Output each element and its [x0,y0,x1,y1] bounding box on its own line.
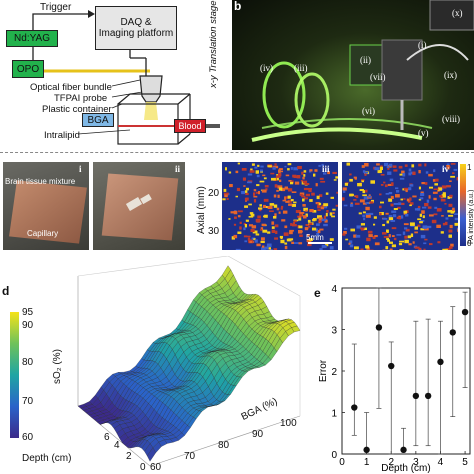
data-point [351,404,358,411]
probe-label: TFPAI probe [54,93,108,104]
label-ix: (ix) [444,70,457,80]
axial-tick-20: 20 [208,188,220,199]
syringe-icon [206,124,220,128]
pa-cbar-bottom: 0 [467,239,472,248]
cbar-tick-60: 60 [22,432,34,443]
x-tick-label: 5 [462,457,468,468]
label-i: (i) [418,40,427,50]
label-vii: (vii) [370,72,386,82]
speckle-iv [342,162,458,250]
ytick-70: 70 [184,451,196,462]
schematic-lines [32,10,192,145]
panel-c: i Brain tissue mixture Capillary ii Axia… [0,150,474,252]
panel-b-letter: b [234,0,242,13]
daq-box: DAQ & Imaging platform [95,6,177,50]
setup-drawing [251,0,474,142]
panel-d-letter: d [2,284,10,298]
bga-box: BGA [82,113,114,127]
opo-box: OPO [12,60,44,78]
intralipid-label: Intralipid [44,130,80,141]
xtick-0: 0 [140,462,146,473]
pa-iii-label: iii [322,164,330,174]
panel-b-photo: b (i) (ii) (iii) (iv) (v) (vi) (vii) (vi… [232,0,474,150]
pa-cbar-top: 1 [467,163,472,172]
panel-a: Nd:YAG Trigger OPO DAQ & Imaging platfor… [0,0,228,150]
daq-line2: Imaging platform [98,28,174,39]
cbar-tick-80: 80 [22,357,34,368]
pa-image-iv: iv [342,162,458,250]
ytick-100: 100 [280,418,297,429]
data-point [363,446,370,454]
x-axis-label: Depth (cm) [381,463,430,474]
xtick-6: 6 [104,432,110,443]
cbar-tick-90: 90 [22,320,34,331]
xlabel: Depth (cm) [22,453,72,464]
panel-e-letter: e [314,286,321,300]
photo-ii: ii [93,162,185,250]
stage-label: x-y Translation stage [208,0,219,88]
axial-label: Axial (mm) [196,186,207,234]
data-point [461,308,469,316]
label-v: (v) [418,128,429,138]
y-axis-label: Error [318,359,329,382]
x-tick-label: 4 [438,457,444,468]
photo-i: i Brain tissue mixture Capillary [3,162,89,250]
x-tick-label: 1 [364,457,370,468]
brain-label: Brain tissue mixture [5,177,76,186]
surface-plot [77,256,301,467]
x-tick-label: 2 [388,457,394,468]
panel-d: d 95 90 80 70 60 sO₂ (%) 6 4 2 0 Depth (… [0,256,312,474]
data-point [424,392,432,400]
scale-bar [308,242,332,244]
label-viii: (viii) [442,114,460,124]
label-ii: (ii) [360,55,371,65]
pa-colorbar [460,164,466,246]
panel-c-divider [0,152,474,153]
error-chart: 0 1 2 3 4 0 1 2 3 4 5 Depth (cm) Error [318,284,471,474]
label-iv: (iv) [260,63,273,73]
label-iii: (iii) [294,63,308,73]
speckle-iii [222,162,338,250]
pa-iv-label: iv [442,164,450,174]
fiber-label: Optical fiber bundle [30,82,112,93]
xtick-2: 2 [126,451,132,462]
pa-image-iii: iii 5mm [222,162,338,250]
axial-tick-30: 30 [208,226,220,237]
y-tick-label: 3 [331,326,337,337]
ytick-60: 60 [150,462,162,473]
data-point [437,358,444,366]
data-point [388,362,395,370]
x-tick-label: 3 [413,457,419,468]
cbar-tick-95: 95 [22,307,34,318]
data-point [449,329,456,336]
capillary-label: Capillary [27,229,59,238]
label-vi: (vi) [362,106,375,116]
photo-i-label: i [79,164,82,174]
photo-ii-label: ii [175,164,181,174]
cbar-tick-70: 70 [22,396,34,407]
xtick-4: 4 [114,440,120,451]
scale-label: 5mm [306,233,324,242]
y-tick-label: 0 [331,450,337,461]
y-tick-label: 1 [331,409,337,420]
x-tick-label: 0 [339,457,345,468]
so2-colorbar [10,312,19,438]
plot-frame [341,287,471,455]
y-tick-label: 2 [331,367,337,378]
ytick-80: 80 [218,440,230,451]
ytick-90: 90 [252,429,264,440]
data-point [400,446,407,454]
y-tick-label: 4 [331,284,337,295]
container-label: Plastic container [42,104,112,115]
pa-cbar-label: PA intensity (a.u.) [468,189,474,244]
data-point [375,324,383,331]
label-x: (x) [452,8,463,18]
trigger-label: Trigger [40,2,72,13]
ndyag-box: Nd:YAG [6,30,58,47]
blood-box: Blood [174,119,206,133]
panel-e: e 0 1 2 3 4 0 1 2 3 4 5 Depth (cm) Error [312,256,474,474]
data-point [412,392,420,400]
daq-line1: DAQ & [120,17,152,28]
